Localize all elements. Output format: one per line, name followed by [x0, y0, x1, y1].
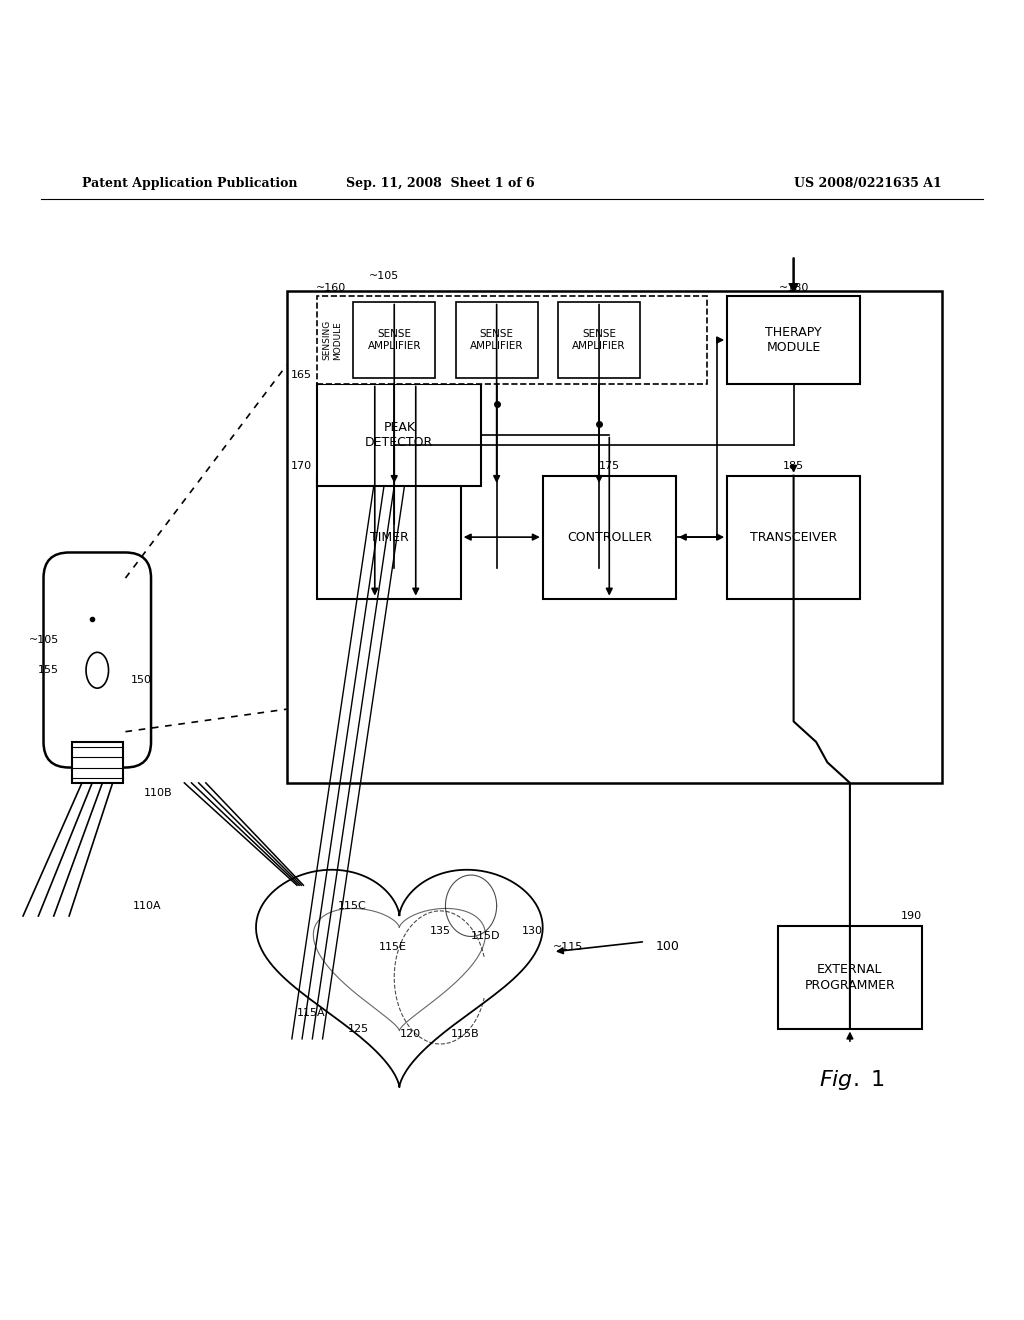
- Text: 125: 125: [348, 1023, 370, 1034]
- FancyBboxPatch shape: [558, 301, 640, 379]
- Text: ~105: ~105: [369, 271, 399, 281]
- Text: US 2008/0221635 A1: US 2008/0221635 A1: [795, 177, 942, 190]
- Text: 115C: 115C: [338, 900, 367, 911]
- Text: ~160: ~160: [315, 284, 346, 293]
- Text: ~105: ~105: [29, 635, 59, 644]
- Text: 165: 165: [291, 371, 312, 380]
- Text: TIMER: TIMER: [370, 531, 409, 544]
- Text: 115E: 115E: [379, 941, 407, 952]
- Text: 190: 190: [900, 911, 922, 921]
- FancyBboxPatch shape: [727, 475, 860, 598]
- FancyBboxPatch shape: [456, 301, 538, 379]
- Text: 150: 150: [131, 676, 152, 685]
- FancyBboxPatch shape: [353, 301, 435, 379]
- Text: SENSE
AMPLIFIER: SENSE AMPLIFIER: [470, 329, 523, 351]
- FancyBboxPatch shape: [778, 927, 922, 1028]
- Text: Patent Application Publication: Patent Application Publication: [82, 177, 297, 190]
- FancyBboxPatch shape: [727, 297, 860, 384]
- Text: Sep. 11, 2008  Sheet 1 of 6: Sep. 11, 2008 Sheet 1 of 6: [346, 177, 535, 190]
- Text: 130: 130: [522, 927, 544, 936]
- Text: 155: 155: [38, 665, 59, 676]
- Text: TRANSCEIVER: TRANSCEIVER: [750, 531, 838, 544]
- FancyBboxPatch shape: [317, 297, 707, 384]
- Text: SENSING
MODULE: SENSING MODULE: [323, 319, 342, 360]
- Text: PEAK
DETECTOR: PEAK DETECTOR: [366, 421, 433, 449]
- Text: 120: 120: [399, 1028, 421, 1039]
- Text: $\mathit{Fig.\ 1}$: $\mathit{Fig.\ 1}$: [819, 1068, 885, 1092]
- Text: THERAPY
MODULE: THERAPY MODULE: [765, 326, 822, 354]
- Text: 185: 185: [783, 461, 804, 470]
- Text: EXTERNAL
PROGRAMMER: EXTERNAL PROGRAMMER: [805, 964, 895, 991]
- Text: 170: 170: [291, 461, 312, 470]
- FancyBboxPatch shape: [317, 384, 481, 486]
- Text: CONTROLLER: CONTROLLER: [566, 531, 652, 544]
- Text: 115D: 115D: [471, 932, 501, 941]
- Text: SENSE
AMPLIFIER: SENSE AMPLIFIER: [572, 329, 626, 351]
- Text: 115B: 115B: [451, 1028, 479, 1039]
- Text: ~180: ~180: [778, 284, 809, 293]
- FancyBboxPatch shape: [287, 292, 942, 783]
- Text: 175: 175: [599, 461, 620, 470]
- FancyBboxPatch shape: [72, 742, 123, 783]
- FancyBboxPatch shape: [317, 475, 461, 598]
- Ellipse shape: [86, 652, 109, 688]
- Text: 110B: 110B: [143, 788, 172, 799]
- FancyBboxPatch shape: [543, 475, 676, 598]
- FancyBboxPatch shape: [43, 553, 152, 767]
- Text: 115A: 115A: [297, 1008, 326, 1018]
- Text: SENSE
AMPLIFIER: SENSE AMPLIFIER: [368, 329, 421, 351]
- Text: 135: 135: [430, 927, 452, 936]
- Text: 100: 100: [655, 940, 679, 953]
- Text: 110A: 110A: [133, 900, 162, 911]
- Text: ~115: ~115: [553, 941, 584, 952]
